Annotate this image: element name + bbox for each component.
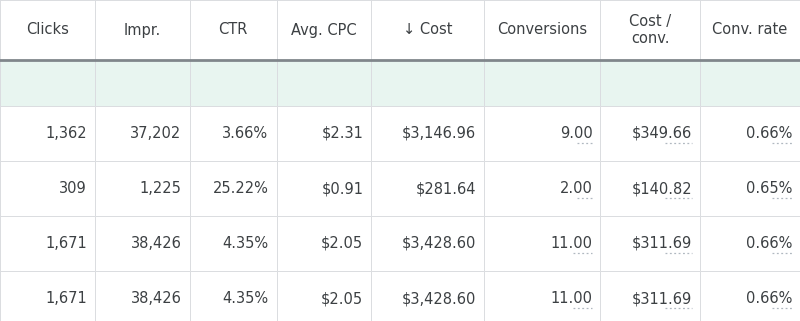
Bar: [95, 161, 190, 216]
Text: Impr.: Impr.: [123, 22, 161, 38]
Text: $311.69: $311.69: [632, 291, 692, 306]
Bar: [700, 161, 800, 216]
Bar: [484, 216, 601, 271]
Bar: [0, 60, 95, 106]
Bar: [277, 216, 371, 271]
Bar: [601, 106, 700, 161]
Bar: [700, 216, 800, 271]
Bar: [0, 271, 95, 321]
Bar: [95, 106, 190, 161]
Text: 2.00: 2.00: [560, 181, 593, 196]
Text: Conv. rate: Conv. rate: [713, 22, 788, 38]
Bar: [95, 271, 190, 321]
Text: $0.91: $0.91: [322, 181, 363, 196]
Bar: [371, 271, 484, 321]
Text: $349.66: $349.66: [632, 126, 692, 141]
Text: 1,362: 1,362: [45, 126, 87, 141]
Text: 4.35%: 4.35%: [222, 236, 269, 251]
Text: $2.31: $2.31: [322, 126, 363, 141]
Bar: [484, 271, 601, 321]
Bar: [0, 161, 95, 216]
Text: 4.35%: 4.35%: [222, 291, 269, 306]
Bar: [95, 0, 190, 60]
Text: $3,428.60: $3,428.60: [402, 236, 476, 251]
Bar: [95, 216, 190, 271]
Bar: [700, 0, 800, 60]
Bar: [700, 106, 800, 161]
Text: 11.00: 11.00: [550, 236, 593, 251]
Text: 1,671: 1,671: [45, 291, 87, 306]
Text: 3.66%: 3.66%: [222, 126, 269, 141]
Text: 309: 309: [59, 181, 87, 196]
Text: 1,671: 1,671: [45, 236, 87, 251]
Text: 0.66%: 0.66%: [746, 126, 792, 141]
Text: $140.82: $140.82: [632, 181, 692, 196]
Bar: [700, 60, 800, 106]
Bar: [484, 0, 601, 60]
Bar: [371, 161, 484, 216]
Text: $281.64: $281.64: [415, 181, 476, 196]
Bar: [190, 161, 277, 216]
Bar: [95, 60, 190, 106]
Text: $2.05: $2.05: [322, 291, 363, 306]
Bar: [277, 106, 371, 161]
Bar: [601, 0, 700, 60]
Text: $3,146.96: $3,146.96: [402, 126, 476, 141]
Bar: [277, 60, 371, 106]
Text: 38,426: 38,426: [130, 291, 182, 306]
Text: 25.22%: 25.22%: [213, 181, 269, 196]
Bar: [190, 0, 277, 60]
Bar: [277, 0, 371, 60]
Text: CTR: CTR: [218, 22, 248, 38]
Bar: [601, 60, 700, 106]
Bar: [601, 271, 700, 321]
Text: $311.69: $311.69: [632, 236, 692, 251]
Bar: [371, 106, 484, 161]
Text: 37,202: 37,202: [130, 126, 182, 141]
Bar: [277, 271, 371, 321]
Text: Cost /
conv.: Cost / conv.: [630, 14, 671, 46]
Text: Conversions: Conversions: [497, 22, 587, 38]
Text: 9.00: 9.00: [560, 126, 593, 141]
Bar: [700, 271, 800, 321]
Bar: [277, 161, 371, 216]
Bar: [190, 216, 277, 271]
Bar: [484, 106, 601, 161]
Text: Clicks: Clicks: [26, 22, 69, 38]
Bar: [371, 216, 484, 271]
Bar: [0, 216, 95, 271]
Bar: [484, 60, 601, 106]
Text: Avg. CPC: Avg. CPC: [291, 22, 357, 38]
Text: 11.00: 11.00: [550, 291, 593, 306]
Bar: [190, 60, 277, 106]
Text: 38,426: 38,426: [130, 236, 182, 251]
Bar: [371, 0, 484, 60]
Text: 1,225: 1,225: [140, 181, 182, 196]
Text: 0.66%: 0.66%: [746, 291, 792, 306]
Bar: [190, 106, 277, 161]
Text: 0.66%: 0.66%: [746, 236, 792, 251]
Text: ↓ Cost: ↓ Cost: [403, 22, 453, 38]
Bar: [0, 106, 95, 161]
Text: 0.65%: 0.65%: [746, 181, 792, 196]
Text: $2.05: $2.05: [322, 236, 363, 251]
Text: $3,428.60: $3,428.60: [402, 291, 476, 306]
Bar: [601, 216, 700, 271]
Bar: [601, 161, 700, 216]
Bar: [371, 60, 484, 106]
Bar: [190, 271, 277, 321]
Bar: [0, 0, 95, 60]
Bar: [484, 161, 601, 216]
